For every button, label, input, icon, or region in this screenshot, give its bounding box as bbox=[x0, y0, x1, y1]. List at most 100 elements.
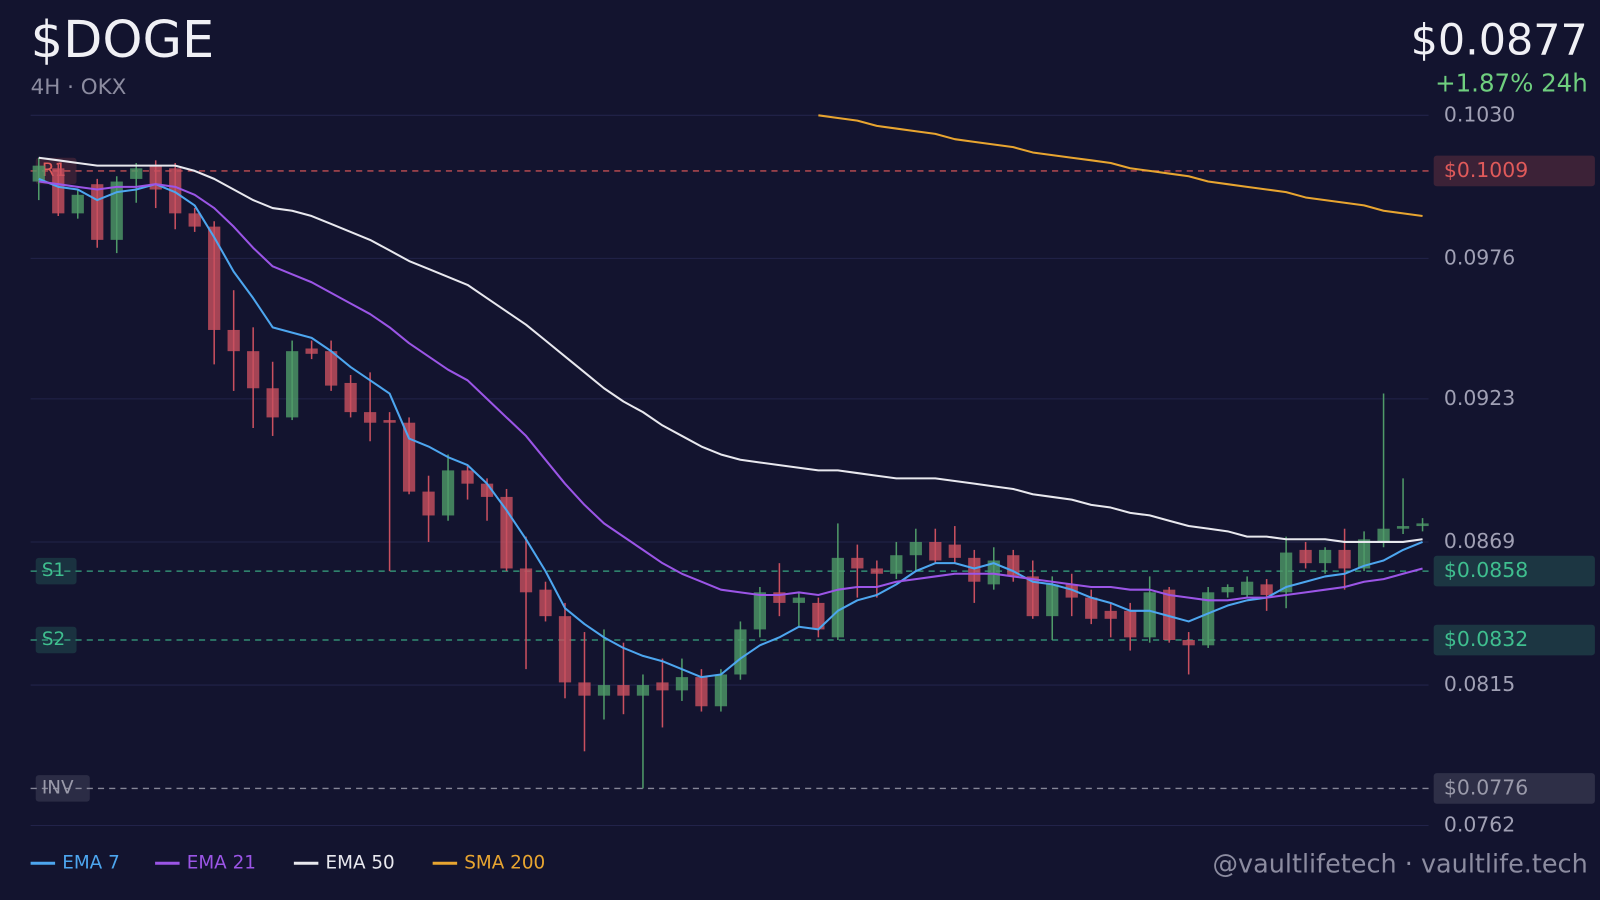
candle-body bbox=[383, 420, 396, 423]
candle-body bbox=[1065, 584, 1078, 598]
candle-body bbox=[1085, 597, 1098, 619]
candle-body bbox=[305, 348, 318, 354]
candle-body bbox=[597, 685, 611, 696]
candle-body bbox=[539, 589, 552, 617]
indicator-line bbox=[38, 177, 1423, 679]
y-tick-label: 0.0976 bbox=[1444, 245, 1515, 269]
candle-body bbox=[948, 544, 961, 558]
legend-label: EMA 50 bbox=[326, 852, 395, 873]
candle-body bbox=[909, 541, 922, 556]
candle-body bbox=[149, 165, 162, 190]
candle-body bbox=[773, 592, 786, 603]
level-name-badge bbox=[35, 557, 77, 585]
candle-body bbox=[461, 470, 474, 484]
candle-body bbox=[363, 412, 377, 423]
candle-body bbox=[1241, 581, 1254, 595]
candle-body bbox=[656, 682, 669, 691]
candle-body bbox=[1046, 584, 1059, 617]
indicator-line bbox=[38, 156, 1423, 543]
candle-body bbox=[247, 351, 260, 389]
candle-body bbox=[422, 491, 435, 516]
level-price: $0.0832 bbox=[1444, 627, 1528, 651]
candle-body bbox=[812, 602, 825, 630]
candle-body bbox=[890, 555, 903, 574]
level-price: $0.0858 bbox=[1444, 558, 1528, 582]
candle-body bbox=[52, 168, 65, 214]
level-price-badge bbox=[1433, 555, 1595, 587]
chart-title: $DOGE bbox=[31, 11, 215, 70]
candle-body bbox=[110, 181, 123, 240]
level-price-badge bbox=[1433, 624, 1595, 656]
candle-body bbox=[169, 168, 182, 214]
candle-body bbox=[675, 677, 689, 691]
legend-label: SMA 200 bbox=[464, 852, 545, 873]
candle-body bbox=[1357, 539, 1371, 569]
indicator-line bbox=[38, 180, 1423, 602]
candle-body bbox=[1182, 640, 1195, 646]
candle-body bbox=[91, 184, 104, 240]
candle-body bbox=[695, 677, 708, 707]
last-price: $0.0877 bbox=[1411, 15, 1588, 65]
candle-body bbox=[266, 388, 279, 418]
candle-body bbox=[1299, 549, 1312, 564]
candle-body bbox=[1416, 523, 1429, 527]
level-price: $0.0776 bbox=[1444, 775, 1528, 799]
candle-body bbox=[714, 674, 728, 707]
candle-body bbox=[1202, 592, 1215, 646]
legend-label: EMA 21 bbox=[187, 852, 256, 873]
candle-body bbox=[1143, 592, 1156, 638]
candle-body bbox=[208, 226, 221, 330]
candle-body bbox=[500, 496, 513, 569]
candle-body bbox=[792, 597, 805, 603]
price-change: +1.87% 24h bbox=[1435, 69, 1588, 98]
level-name-badge bbox=[35, 626, 77, 654]
level-price-badge bbox=[1433, 155, 1595, 187]
candle-body bbox=[1221, 587, 1234, 593]
level-price-badge bbox=[1433, 773, 1595, 804]
y-tick-label: 0.0869 bbox=[1444, 529, 1515, 553]
candle-body bbox=[1124, 610, 1137, 638]
candle-body bbox=[402, 422, 416, 492]
candle-body bbox=[519, 568, 533, 593]
candle-body bbox=[617, 685, 630, 696]
candle-body bbox=[286, 351, 299, 418]
candle-body bbox=[968, 557, 981, 582]
candle-body bbox=[71, 194, 84, 214]
candle-body bbox=[558, 616, 572, 683]
level-price: $0.1009 bbox=[1444, 158, 1528, 182]
candle-body bbox=[831, 557, 844, 638]
candle-body bbox=[851, 557, 864, 569]
indicator-line bbox=[818, 114, 1423, 218]
candle-body bbox=[1260, 584, 1273, 595]
candle-body bbox=[32, 165, 45, 182]
candle-body bbox=[441, 470, 455, 516]
candle-body bbox=[1280, 552, 1293, 593]
level-name: INV bbox=[42, 777, 74, 798]
legend-label: EMA 7 bbox=[62, 852, 120, 873]
candle-body bbox=[929, 541, 942, 561]
candle-body bbox=[188, 213, 201, 227]
candle-body bbox=[227, 329, 240, 352]
candle-body bbox=[636, 685, 650, 696]
candle-body bbox=[344, 382, 357, 413]
y-tick-label: 0.1030 bbox=[1444, 102, 1515, 126]
candle-body bbox=[1007, 555, 1020, 577]
credit: @vaultlifetech · vaultlife.tech bbox=[1212, 849, 1587, 879]
y-tick-label: 0.0762 bbox=[1444, 813, 1515, 837]
candle-body bbox=[1318, 549, 1332, 564]
candle-body bbox=[1377, 528, 1390, 542]
candle-body bbox=[734, 629, 747, 675]
candle-body bbox=[753, 592, 767, 630]
y-tick-label: 0.0815 bbox=[1444, 672, 1515, 696]
candle-body bbox=[987, 560, 1000, 585]
candle-body bbox=[870, 568, 883, 574]
candle-body bbox=[1026, 576, 1039, 617]
candle-body bbox=[1396, 526, 1410, 529]
level-name-badge bbox=[35, 775, 90, 802]
level-name: S1 bbox=[42, 560, 65, 581]
candle-body bbox=[1338, 549, 1351, 569]
chart-subtitle: 4H · OKX bbox=[31, 75, 127, 100]
